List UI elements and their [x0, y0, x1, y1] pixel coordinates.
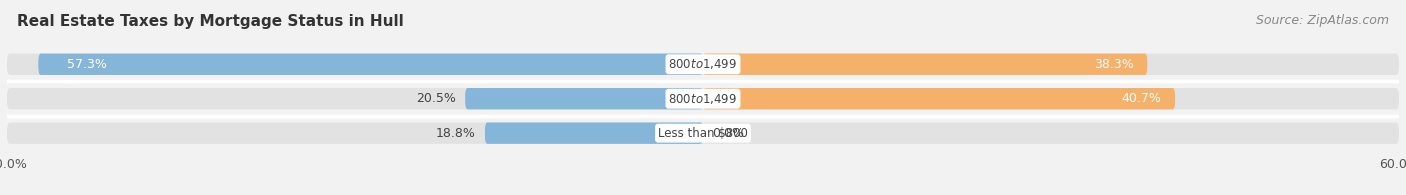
FancyBboxPatch shape [485, 122, 703, 144]
Text: 18.8%: 18.8% [436, 127, 475, 140]
Text: 0.0%: 0.0% [713, 127, 744, 140]
Text: Less than $800: Less than $800 [658, 127, 748, 140]
Text: 40.7%: 40.7% [1122, 92, 1161, 105]
FancyBboxPatch shape [7, 88, 1399, 109]
Text: 57.3%: 57.3% [67, 58, 107, 71]
FancyBboxPatch shape [703, 54, 1147, 75]
Text: Real Estate Taxes by Mortgage Status in Hull: Real Estate Taxes by Mortgage Status in … [17, 14, 404, 29]
Text: $800 to $1,499: $800 to $1,499 [668, 92, 738, 106]
FancyBboxPatch shape [7, 54, 1399, 75]
Text: 38.3%: 38.3% [1094, 58, 1133, 71]
FancyBboxPatch shape [465, 88, 703, 109]
FancyBboxPatch shape [7, 122, 1399, 144]
FancyBboxPatch shape [703, 88, 1175, 109]
Text: Source: ZipAtlas.com: Source: ZipAtlas.com [1256, 14, 1389, 27]
FancyBboxPatch shape [38, 54, 703, 75]
Text: 20.5%: 20.5% [416, 92, 456, 105]
Text: $800 to $1,499: $800 to $1,499 [668, 57, 738, 71]
